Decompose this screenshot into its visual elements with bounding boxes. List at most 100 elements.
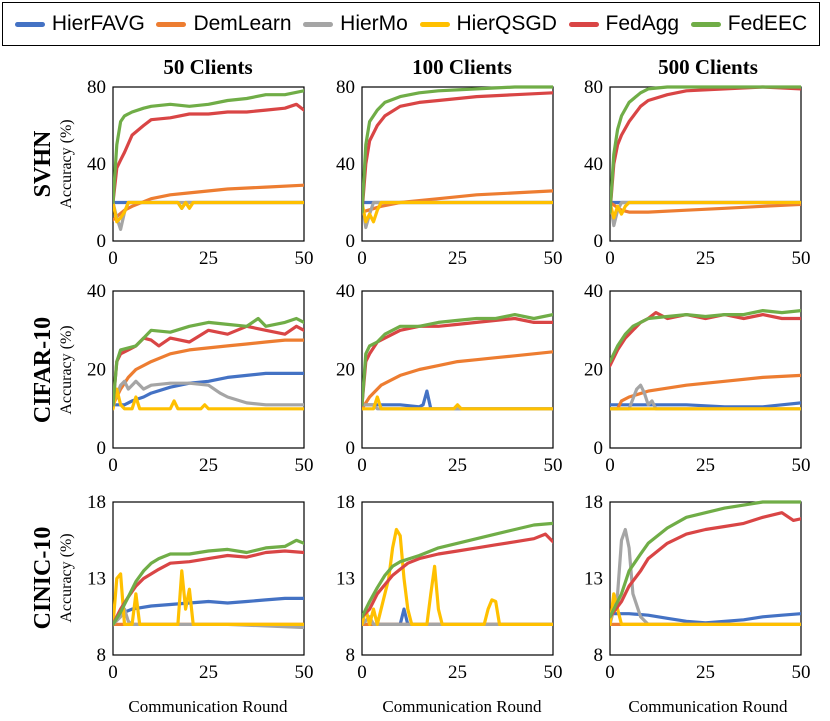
y-tick-label: 0 bbox=[346, 438, 356, 459]
plot-frame bbox=[112, 501, 305, 656]
series-line-hierqsgd bbox=[362, 200, 553, 224]
row-title: CINIC-10 bbox=[30, 527, 56, 630]
x-axis-label: Communication Round bbox=[382, 697, 542, 716]
y-tick-label: 20 bbox=[336, 360, 355, 381]
series-line-hierfavg bbox=[362, 607, 553, 627]
x-tick-label: 25 bbox=[448, 662, 467, 683]
x-tick-label: 25 bbox=[199, 455, 218, 476]
x-axis-label: Communication Round bbox=[128, 697, 288, 716]
legend-item: HierMo bbox=[303, 12, 408, 36]
series-line-fedeec bbox=[610, 500, 801, 619]
y-tick-label: 80 bbox=[87, 77, 106, 98]
row-title: SVHN bbox=[30, 130, 56, 197]
x-tick-label: 50 bbox=[544, 248, 563, 269]
y-axis-label: Accuracy (%) bbox=[58, 533, 75, 622]
legend-label: HierFAVG bbox=[51, 12, 145, 35]
series-line-fedeec bbox=[362, 521, 553, 619]
series-line-hierqsgd bbox=[113, 387, 304, 411]
y-tick-label: 8 bbox=[97, 645, 107, 666]
y-axis-label: Accuracy (%) bbox=[58, 325, 75, 414]
row-title: CIFAR-10 bbox=[30, 317, 56, 423]
x-tick-label: 0 bbox=[357, 662, 367, 683]
x-tick-label: 0 bbox=[605, 662, 615, 683]
series-line-hiermo bbox=[113, 200, 304, 231]
plot-frame bbox=[361, 290, 554, 449]
series-line-fedeec bbox=[113, 316, 304, 407]
series-line-hierqsgd bbox=[362, 395, 553, 411]
series-line-hiermo bbox=[362, 200, 553, 230]
series-line-hiermo bbox=[610, 527, 801, 627]
series-line-hierqsgd bbox=[610, 200, 801, 220]
legend-item: FedAgg bbox=[568, 12, 680, 36]
series-line-fedeec bbox=[610, 85, 801, 214]
y-tick-label: 8 bbox=[346, 645, 356, 666]
y-tick-label: 13 bbox=[584, 569, 603, 590]
series-line-demlearn bbox=[610, 373, 801, 411]
series-line-fedagg bbox=[362, 91, 553, 214]
series-line-fedagg bbox=[362, 316, 553, 407]
y-tick-label: 40 bbox=[584, 281, 603, 302]
x-tick-label: 50 bbox=[792, 662, 811, 683]
legend-label: FedAgg bbox=[605, 12, 680, 35]
y-tick-label: 0 bbox=[346, 231, 356, 252]
series-line-fedagg bbox=[610, 511, 801, 619]
y-axis-label: Accuracy (%) bbox=[58, 119, 75, 208]
y-tick-label: 13 bbox=[336, 569, 355, 590]
legend-item: FedEEC bbox=[690, 12, 808, 36]
x-tick-label: 0 bbox=[357, 248, 367, 269]
plot-frame bbox=[112, 86, 305, 242]
y-tick-label: 40 bbox=[87, 281, 106, 302]
y-tick-label: 0 bbox=[97, 438, 107, 459]
y-tick-label: 8 bbox=[594, 645, 604, 666]
x-axis-label: Communication Round bbox=[628, 697, 788, 716]
column-title: 500 Clients bbox=[658, 55, 758, 79]
x-tick-label: 25 bbox=[199, 248, 218, 269]
x-tick-label: 25 bbox=[448, 248, 467, 269]
legend-label: HierMo bbox=[340, 12, 408, 35]
series-line-hiermo bbox=[113, 379, 304, 407]
legend-label: FedEEC bbox=[727, 12, 808, 35]
legend-item: HierQSGD bbox=[419, 12, 557, 36]
x-tick-label: 50 bbox=[295, 662, 314, 683]
y-tick-label: 40 bbox=[584, 154, 603, 175]
x-tick-label: 50 bbox=[544, 662, 563, 683]
series-line-hiermo bbox=[610, 383, 801, 411]
legend-item: DemLearn bbox=[156, 12, 292, 36]
x-tick-label: 25 bbox=[696, 248, 715, 269]
y-tick-label: 40 bbox=[336, 154, 355, 175]
x-tick-label: 0 bbox=[357, 455, 367, 476]
series-line-hierfavg bbox=[610, 401, 801, 409]
y-tick-label: 40 bbox=[87, 154, 106, 175]
y-tick-label: 20 bbox=[584, 360, 603, 381]
series-line-hierqsgd bbox=[362, 527, 553, 627]
legend-label: DemLearn bbox=[193, 12, 292, 35]
y-tick-label: 18 bbox=[336, 492, 355, 513]
series-line-demlearn bbox=[362, 350, 553, 411]
x-tick-label: 0 bbox=[605, 248, 615, 269]
legend-swatch bbox=[419, 21, 450, 27]
x-tick-label: 0 bbox=[108, 248, 118, 269]
series-line-hierqsgd bbox=[113, 200, 304, 224]
legend-swatch bbox=[303, 21, 334, 27]
plot-frame bbox=[361, 501, 554, 656]
x-tick-label: 0 bbox=[108, 662, 118, 683]
x-tick-label: 50 bbox=[792, 455, 811, 476]
y-tick-label: 20 bbox=[87, 360, 106, 381]
series-line-demlearn bbox=[113, 338, 304, 407]
series-line-fedeec bbox=[113, 89, 304, 205]
y-tick-label: 0 bbox=[594, 438, 604, 459]
x-tick-label: 50 bbox=[544, 455, 563, 476]
series-line-fedagg bbox=[113, 102, 304, 205]
column-title: 100 Clients bbox=[412, 55, 512, 79]
column-title: 50 Clients bbox=[163, 55, 252, 79]
plot-frame bbox=[609, 290, 802, 449]
plot-frame bbox=[112, 290, 305, 449]
x-tick-label: 25 bbox=[696, 455, 715, 476]
legend-item: HierFAVG bbox=[14, 12, 145, 36]
x-tick-label: 50 bbox=[792, 248, 811, 269]
x-tick-label: 0 bbox=[108, 455, 118, 476]
series-line-fedeec bbox=[610, 309, 801, 364]
series-line-fedeec bbox=[362, 313, 553, 407]
x-tick-label: 25 bbox=[696, 662, 715, 683]
